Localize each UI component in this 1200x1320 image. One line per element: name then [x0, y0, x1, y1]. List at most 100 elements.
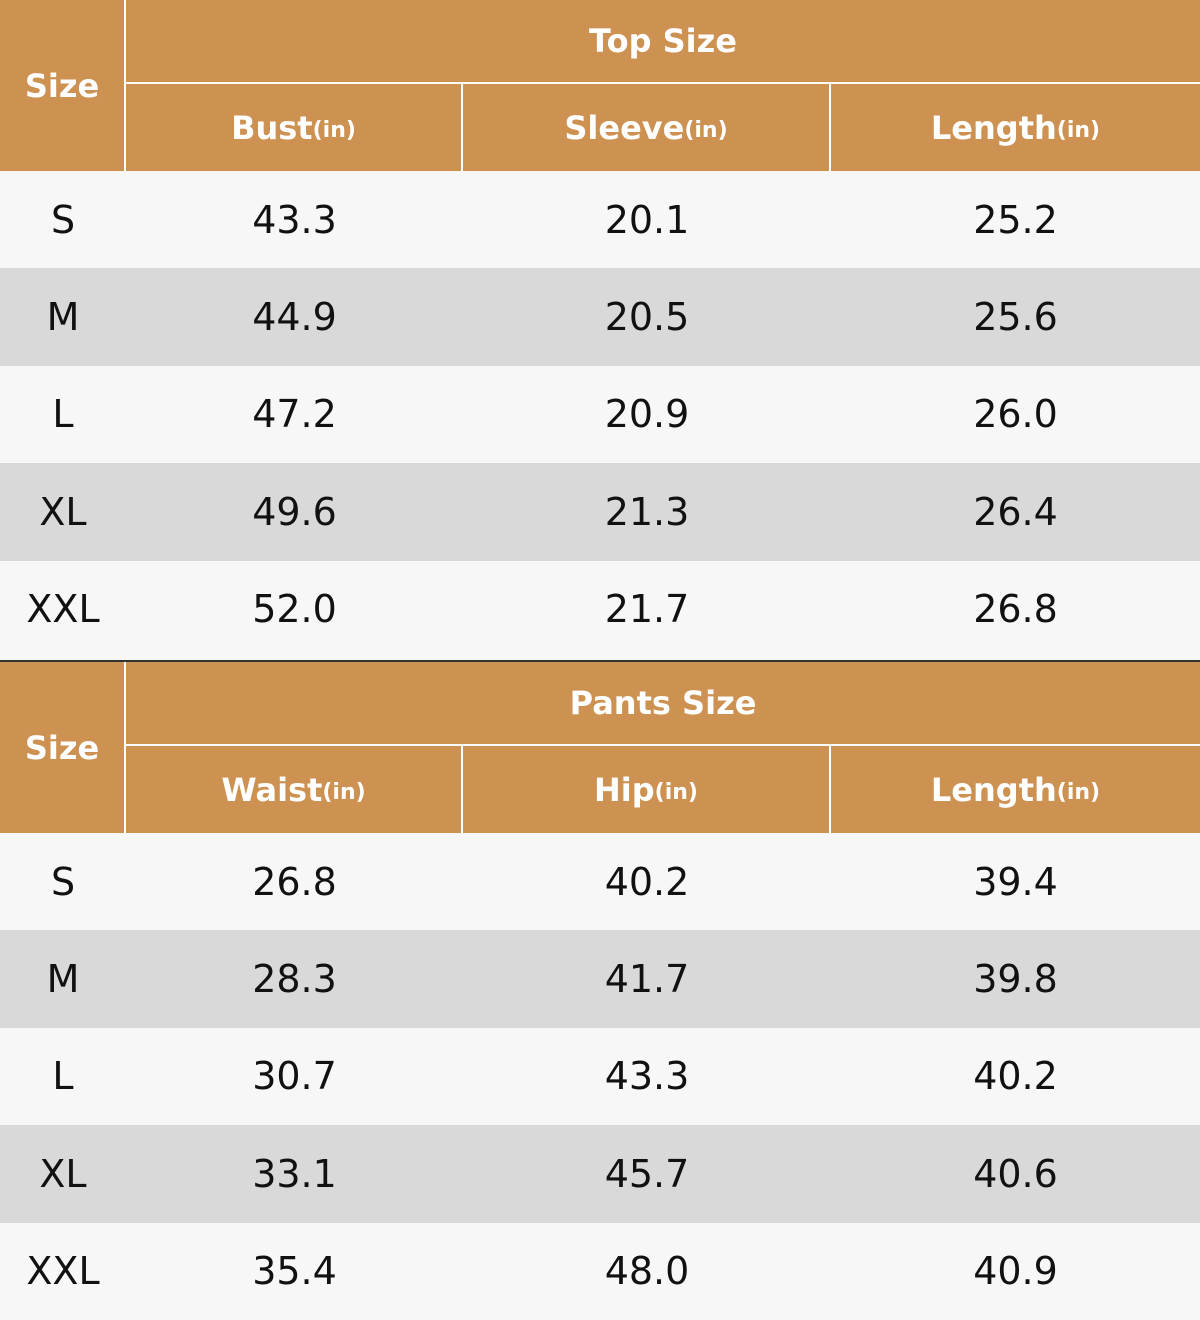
column-header: Waist (in) [126, 746, 463, 833]
cell-text: 26.8 [252, 859, 337, 904]
table-cell: 21.7 [463, 561, 831, 658]
table-cell: 44.9 [126, 268, 463, 365]
table-cell: 25.6 [831, 268, 1200, 365]
header-text: Size [24, 66, 100, 105]
column-name: Length [930, 770, 1057, 809]
cell-text: 39.4 [973, 859, 1058, 904]
cell-text: L [52, 392, 74, 437]
cell-text: 21.7 [604, 587, 690, 632]
group-header: Top Size [126, 0, 1200, 84]
table-cell: 52.0 [126, 561, 463, 658]
group-header: Pants Size [126, 662, 1200, 746]
cell-text: 40.2 [973, 1054, 1058, 1099]
cell-text: 47.2 [252, 392, 337, 437]
column-header: Bust (in) [126, 84, 463, 171]
cell-text: 26.8 [973, 587, 1058, 632]
table-row: M 44.9 20.5 25.6 [0, 268, 1200, 366]
table-cell: XL [0, 1125, 126, 1222]
table-cell: 28.3 [126, 930, 463, 1027]
cell-text: 49.6 [252, 489, 337, 534]
table-cell: M [0, 930, 126, 1027]
column-name: Waist [221, 770, 323, 809]
column-unit: (in) [322, 780, 366, 805]
cell-text: 28.3 [252, 957, 337, 1002]
column-header: Sleeve (in) [463, 84, 831, 171]
table-cell: 49.6 [126, 463, 463, 560]
table-row: XXL 35.4 48.0 40.9 [0, 1222, 1200, 1320]
table-cell: 30.7 [126, 1028, 463, 1125]
table-cell: 40.2 [463, 833, 831, 930]
table-cell: 40.6 [831, 1125, 1200, 1222]
size-table: Size Top Size Bust (in) Sleeve (in) Length (in)… [0, 0, 1200, 658]
table-cell: 26.4 [831, 463, 1200, 560]
cell-text: 20.1 [604, 197, 690, 242]
cell-text: 39.8 [973, 957, 1058, 1002]
cell-text: 40.2 [604, 859, 690, 904]
column-name: Hip [594, 770, 655, 809]
cell-text: 40.6 [973, 1151, 1058, 1196]
column-unit: (in) [684, 118, 728, 143]
table-row: L 30.7 43.3 40.2 [0, 1027, 1200, 1126]
table-cell: 20.9 [463, 366, 831, 463]
column-name: Bust [231, 108, 313, 147]
cell-text: 26.0 [973, 392, 1058, 437]
cell-text: 20.9 [604, 392, 690, 437]
table-row: XL 49.6 21.3 26.4 [0, 463, 1200, 561]
column-unit: (in) [654, 780, 698, 805]
cell-text: M [46, 957, 80, 1002]
cell-text: 25.2 [973, 197, 1058, 242]
table-separator [0, 660, 1200, 662]
table-cell: XXL [0, 561, 126, 658]
column-name: Sleeve [564, 108, 685, 147]
table-cell: 48.0 [463, 1223, 831, 1320]
table-row: XXL 52.0 21.7 26.8 [0, 560, 1200, 658]
table-cell: 39.4 [831, 833, 1200, 930]
cell-text: 40.9 [973, 1249, 1058, 1294]
cell-text: S [50, 197, 76, 242]
cell-text: XXL [26, 1249, 100, 1294]
table-cell: 39.8 [831, 930, 1200, 1027]
column-name: Length [930, 108, 1057, 147]
column-unit: (in) [1056, 118, 1101, 143]
table-cell: S [0, 171, 126, 268]
cell-text: XL [39, 1151, 87, 1196]
cell-text: 26.4 [973, 489, 1058, 534]
table-cell: L [0, 1028, 126, 1125]
column-unit: (in) [1056, 780, 1101, 805]
cell-text: 21.3 [604, 489, 690, 534]
table-cell: 20.1 [463, 171, 831, 268]
size-table: Size Pants Size Waist (in) Hip (in) Length (in)… [0, 662, 1200, 1320]
table-cell: 45.7 [463, 1125, 831, 1222]
cell-text: 41.7 [604, 957, 690, 1002]
table-cell: 21.3 [463, 463, 831, 560]
cell-text: 43.3 [604, 1054, 690, 1099]
cell-text: XXL [26, 587, 100, 632]
table-cell: 40.2 [831, 1028, 1200, 1125]
cell-text: 48.0 [604, 1249, 690, 1294]
table-row: M 28.3 41.7 39.8 [0, 930, 1200, 1028]
table-cell: S [0, 833, 126, 930]
cell-text: 20.5 [604, 295, 690, 340]
size-header: Size [0, 0, 126, 171]
column-header: Length (in) [831, 746, 1200, 833]
column-unit: (in) [312, 118, 356, 143]
cell-text: M [46, 295, 80, 340]
table-cell: 26.8 [831, 561, 1200, 658]
cell-text: S [50, 859, 76, 904]
table-cell: 47.2 [126, 366, 463, 463]
size-header: Size [0, 662, 126, 833]
header-text: Pants Size [569, 684, 757, 722]
cell-text: XL [39, 489, 87, 534]
header-text: Size [24, 728, 100, 767]
table-cell: 40.9 [831, 1223, 1200, 1320]
table-cell: 43.3 [126, 171, 463, 268]
cell-text: 45.7 [604, 1151, 690, 1196]
table-cell: XXL [0, 1223, 126, 1320]
table-cell: 41.7 [463, 930, 831, 1027]
table-row: S 43.3 20.1 25.2 [0, 171, 1200, 269]
table-cell: 20.5 [463, 268, 831, 365]
table-cell: 25.2 [831, 171, 1200, 268]
cell-text: 35.4 [252, 1249, 337, 1294]
cell-text: 33.1 [252, 1151, 337, 1196]
